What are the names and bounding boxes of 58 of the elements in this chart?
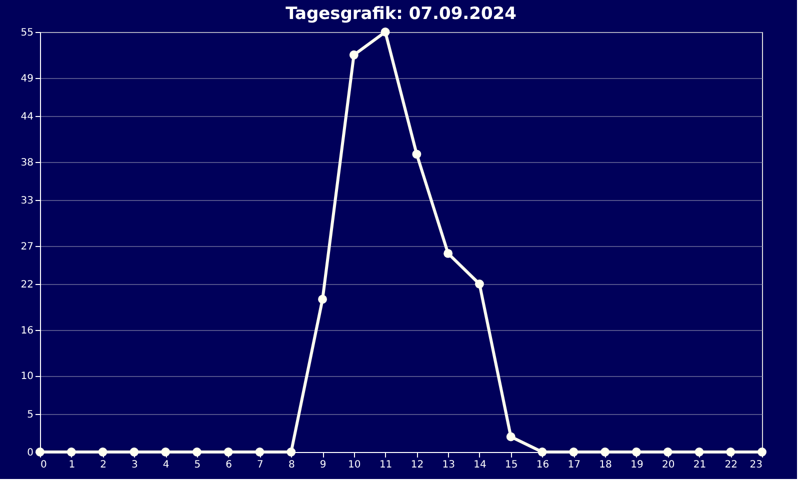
y-tick-label: 27: [20, 241, 34, 252]
point: [475, 280, 484, 288]
point: [161, 448, 170, 456]
y-tick-label: 10: [20, 371, 34, 382]
point: [380, 28, 390, 36]
point: [286, 448, 296, 456]
point: [192, 448, 202, 456]
point: [506, 432, 516, 442]
x-tick-label: 21: [693, 460, 706, 470]
point: [538, 448, 547, 456]
point: [632, 448, 641, 456]
x-tick-label: 8: [288, 460, 295, 470]
x-tick-label: 2: [100, 460, 106, 470]
x-tick-label: 23: [750, 460, 762, 470]
x-tick-label: 1: [68, 460, 76, 470]
x-tick-label: 5: [194, 460, 201, 470]
point: [694, 448, 704, 456]
x-tick-label: 18: [599, 460, 612, 470]
y-tick-label: 44: [20, 112, 34, 122]
y-tick-label: 49: [20, 73, 34, 84]
x-tick-label: 11: [379, 460, 392, 470]
y-tick-label: 33: [20, 196, 34, 206]
point: [66, 448, 76, 456]
x-tick-label: 17: [568, 460, 581, 470]
x-tick-label: 12: [410, 460, 424, 470]
point: [98, 448, 108, 456]
point: [600, 448, 610, 456]
y-tick-label: 55: [20, 28, 34, 38]
y-tick-label: 0: [27, 448, 34, 458]
point: [569, 448, 578, 456]
point: [444, 248, 453, 258]
point: [412, 150, 422, 159]
x-tick-label: 3: [131, 460, 138, 470]
x-tick-label: 0: [40, 460, 47, 470]
point: [726, 448, 736, 456]
y-tick-label: 5: [27, 409, 34, 420]
y-tick-label: 22: [20, 280, 34, 290]
chart-title: Tagesgrafik: 07.09.2024: [286, 4, 517, 24]
x-tick-label: 20: [662, 460, 675, 470]
x-tick-label: 14: [474, 460, 486, 470]
y-tick-label: 16: [20, 325, 34, 336]
x-tick-label: 19: [630, 460, 644, 470]
y-tick-label: 38: [20, 157, 34, 168]
point: [130, 448, 139, 456]
x-tick-label: 16: [536, 460, 550, 470]
x-tick-label: 7: [257, 460, 264, 470]
x-tick-label: 22: [724, 460, 738, 470]
point: [349, 50, 358, 60]
point: [318, 294, 327, 304]
x-tick-label: 4: [162, 460, 170, 470]
x-tick-label: 13: [442, 460, 455, 470]
x-tick-label: 10: [348, 460, 361, 470]
point: [224, 448, 233, 456]
x-tick-label: 9: [320, 460, 326, 470]
x-tick-label: 6: [226, 460, 232, 470]
x-tick-label: 15: [505, 460, 518, 470]
point: [663, 448, 672, 456]
point: [255, 448, 264, 456]
